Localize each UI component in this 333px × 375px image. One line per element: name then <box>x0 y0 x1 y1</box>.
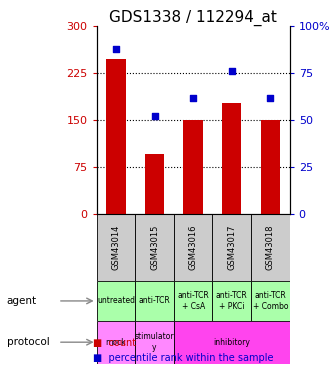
Text: protocol: protocol <box>7 337 49 347</box>
Text: agent: agent <box>7 296 37 306</box>
Text: anti-TCR
+ PKCi: anti-TCR + PKCi <box>216 291 248 310</box>
Text: anti-TCR: anti-TCR <box>139 296 170 305</box>
Title: GDS1338 / 112294_at: GDS1338 / 112294_at <box>109 10 277 26</box>
Bar <box>251 214 290 281</box>
Text: mock: mock <box>106 338 126 346</box>
Bar <box>212 214 251 281</box>
Text: GSM43018: GSM43018 <box>266 225 275 270</box>
Text: ■  percentile rank within the sample: ■ percentile rank within the sample <box>93 353 274 363</box>
Bar <box>135 214 174 281</box>
Bar <box>251 281 290 321</box>
Bar <box>174 321 290 364</box>
Bar <box>212 281 251 321</box>
Text: anti-TCR
+ CsA: anti-TCR + CsA <box>177 291 209 310</box>
Bar <box>174 214 212 281</box>
Point <box>229 68 234 74</box>
Text: GSM43017: GSM43017 <box>227 225 236 270</box>
Bar <box>135 321 174 364</box>
Text: inhibitory: inhibitory <box>213 338 250 346</box>
Point <box>268 94 273 100</box>
Point <box>190 94 196 100</box>
Bar <box>174 281 212 321</box>
Text: anti-TCR
+ Combo: anti-TCR + Combo <box>253 291 288 310</box>
Bar <box>261 120 280 214</box>
Text: GSM43016: GSM43016 <box>188 225 198 270</box>
Bar <box>97 214 135 281</box>
Bar <box>145 154 164 214</box>
Bar <box>106 59 126 214</box>
Text: stimulator
y: stimulator y <box>135 333 174 352</box>
Text: untreated: untreated <box>97 296 135 305</box>
Text: ■  count: ■ count <box>93 338 137 348</box>
Bar <box>183 120 203 214</box>
Point <box>152 113 157 119</box>
Bar <box>97 321 135 364</box>
Bar <box>135 281 174 321</box>
Text: GSM43015: GSM43015 <box>150 225 159 270</box>
Bar <box>222 102 241 214</box>
Text: GSM43014: GSM43014 <box>111 225 121 270</box>
Bar <box>97 281 135 321</box>
Point <box>113 46 119 52</box>
